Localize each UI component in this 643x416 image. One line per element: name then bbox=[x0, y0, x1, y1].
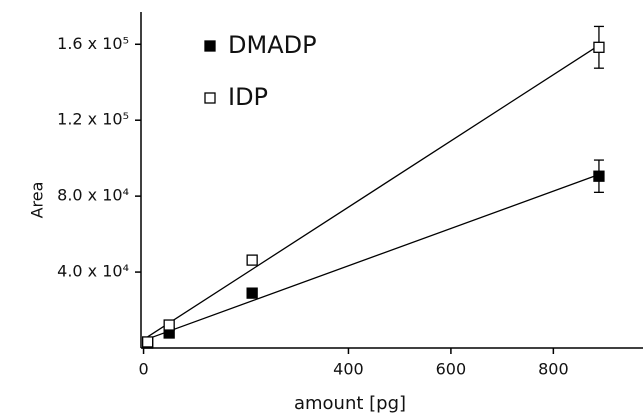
marker bbox=[142, 336, 154, 348]
y-tick-label: 4.0 x 10⁴ bbox=[57, 262, 129, 281]
y-tick-label: 1.2 x 10⁵ bbox=[57, 110, 129, 129]
marker bbox=[593, 41, 605, 53]
marker bbox=[163, 319, 175, 331]
x-axis-label: amount [pg] bbox=[294, 393, 406, 414]
legend-text: IDP bbox=[228, 83, 268, 111]
x-tick-label: 800 bbox=[538, 360, 569, 379]
legend-marker bbox=[204, 92, 216, 104]
fit-line bbox=[147, 44, 600, 338]
marker bbox=[246, 254, 258, 266]
x-tick-label: 600 bbox=[436, 360, 467, 379]
marker bbox=[593, 170, 605, 182]
y-tick-label: 8.0 x 10⁴ bbox=[57, 186, 129, 205]
marker bbox=[246, 287, 258, 299]
y-tick-label: 1.6 x 10⁵ bbox=[57, 34, 129, 53]
fit-line bbox=[147, 173, 600, 340]
x-tick-label: 0 bbox=[138, 360, 148, 379]
x-tick-label: 400 bbox=[333, 360, 364, 379]
legend-text: DMADP bbox=[228, 31, 317, 59]
y-axis-label: Area bbox=[28, 182, 47, 219]
legend-marker bbox=[204, 40, 216, 52]
